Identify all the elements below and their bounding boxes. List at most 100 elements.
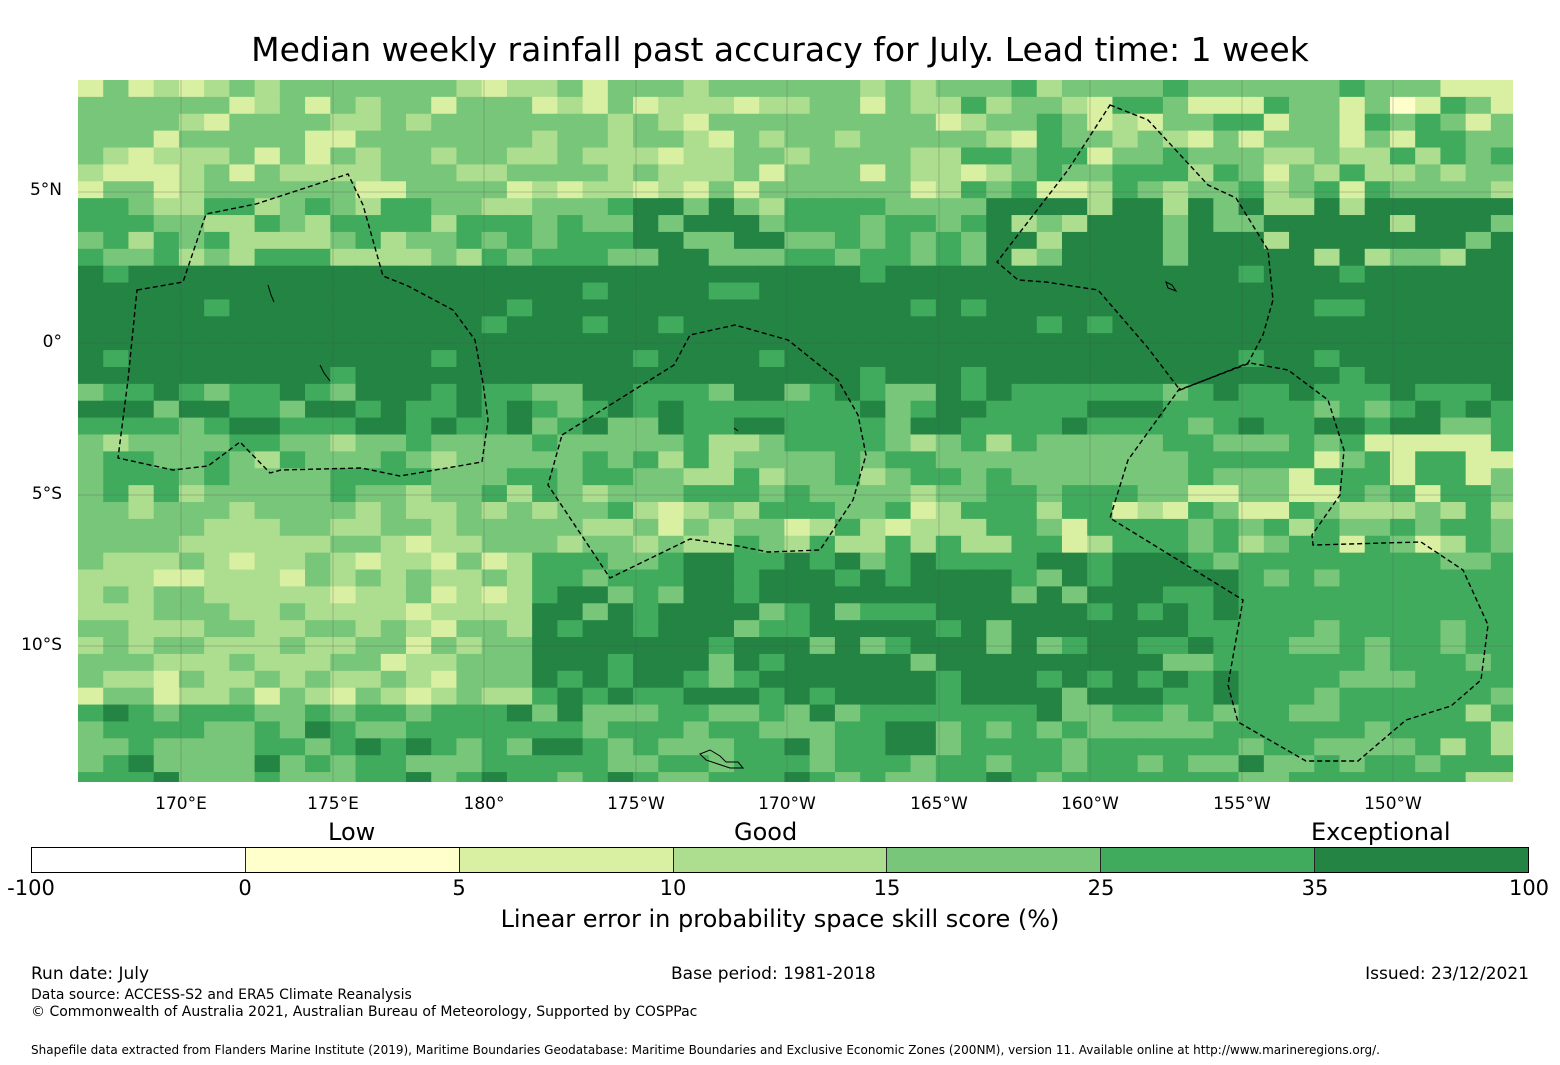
skill-cell: [935, 772, 962, 782]
skill-cell: [1137, 485, 1164, 503]
skill-cell: [1364, 366, 1391, 385]
skill-cell: [1162, 96, 1189, 115]
skill-cell: [784, 569, 811, 587]
skill-cell: [279, 400, 306, 419]
skill-cell: [481, 248, 508, 267]
skill-cell: [607, 535, 634, 554]
skill-cell: [1087, 248, 1114, 267]
skill-cell: [103, 535, 130, 554]
skill-cell: [683, 80, 710, 98]
skill-cell: [1389, 687, 1416, 706]
skill-cell: [456, 586, 483, 604]
skill-cell: [355, 434, 382, 452]
skill-cell: [784, 502, 811, 520]
skill-cell: [582, 96, 609, 115]
skill-cell: [405, 96, 432, 115]
skill-cell: [961, 282, 987, 301]
skill-cell: [1112, 333, 1139, 351]
skill-cell: [128, 299, 155, 317]
skill-cell: [204, 434, 230, 452]
skill-cell: [1289, 434, 1315, 452]
skill-cell: [809, 670, 836, 689]
skill-cell: [1490, 215, 1513, 233]
skill-cell: [178, 80, 205, 98]
skill-cell: [683, 670, 710, 689]
skill-cell: [254, 603, 281, 621]
skill-cell: [204, 299, 230, 317]
skill-cell: [405, 772, 432, 782]
skill-cell: [1213, 451, 1240, 469]
skill-cell: [254, 366, 281, 385]
skill-cell: [103, 164, 130, 182]
skill-cell: [708, 299, 735, 317]
skill-cell: [1440, 231, 1467, 250]
skill-cell: [78, 485, 104, 503]
skill-cell: [1238, 721, 1265, 739]
skill-cell: [1263, 738, 1290, 756]
skill-cell: [834, 350, 861, 368]
skill-cell: [431, 772, 458, 782]
skill-cell: [733, 755, 760, 773]
skill-cell: [910, 350, 937, 368]
skill-cell: [658, 653, 685, 672]
skill-cell: [557, 451, 584, 469]
skill-cell: [1162, 485, 1189, 503]
skill-cell: [1162, 366, 1189, 385]
skill-cell: [103, 400, 130, 419]
skill-cell: [103, 96, 130, 115]
skill-cell: [481, 198, 508, 216]
skill-cell: [1440, 248, 1467, 267]
skill-cell: [784, 468, 811, 486]
skill-cell: [153, 620, 180, 638]
skill-cell: [229, 687, 256, 706]
skill-cell: [582, 468, 609, 486]
skill-cell: [1188, 383, 1214, 402]
skill-cell: [1440, 704, 1467, 723]
skill-cell: [1389, 502, 1416, 520]
skill-cell: [607, 603, 634, 621]
skill-cell: [885, 451, 912, 469]
skill-cell: [1339, 215, 1366, 233]
skill-cell: [456, 181, 483, 199]
skill-cell: [330, 316, 357, 334]
skill-cell: [1238, 502, 1265, 520]
skill-cell: [1364, 248, 1391, 267]
skill-cell: [885, 215, 912, 233]
skill-cell: [1389, 451, 1416, 469]
skill-cell: [1465, 164, 1492, 182]
skill-cell: [708, 316, 735, 334]
skill-cell: [582, 80, 609, 98]
skill-cell: [1490, 653, 1513, 672]
skill-cell: [78, 164, 104, 182]
skill-cell: [708, 653, 735, 672]
skill-cell: [1389, 282, 1416, 301]
skill-cell: [355, 518, 382, 537]
skill-cell: [809, 485, 836, 503]
skill-cell: [683, 687, 710, 706]
skill-cell: [128, 738, 155, 756]
skill-cell: [1490, 248, 1513, 267]
skill-cell: [1289, 80, 1315, 98]
skill-cell: [229, 96, 256, 115]
skill-cell: [1490, 586, 1513, 604]
skill-cell: [1490, 282, 1513, 301]
skill-cell: [961, 535, 987, 554]
skill-cell: [481, 485, 508, 503]
skill-cell: [1339, 248, 1366, 267]
skill-cell: [1238, 80, 1265, 98]
skill-cell: [178, 468, 205, 486]
skill-cell: [1490, 721, 1513, 739]
skill-cell: [481, 316, 508, 334]
skill-cell: [1364, 468, 1391, 486]
skill-cell: [658, 282, 685, 301]
skill-cell: [935, 181, 962, 199]
skill-cell: [506, 147, 533, 165]
skill-cell: [1314, 772, 1341, 782]
skill-cell: [254, 687, 281, 706]
skill-cell: [355, 181, 382, 199]
skill-cell: [708, 670, 735, 689]
skill-cell: [506, 198, 533, 216]
skill-cell: [1036, 231, 1063, 250]
skill-cell: [986, 383, 1013, 402]
skill-cell: [330, 451, 357, 469]
